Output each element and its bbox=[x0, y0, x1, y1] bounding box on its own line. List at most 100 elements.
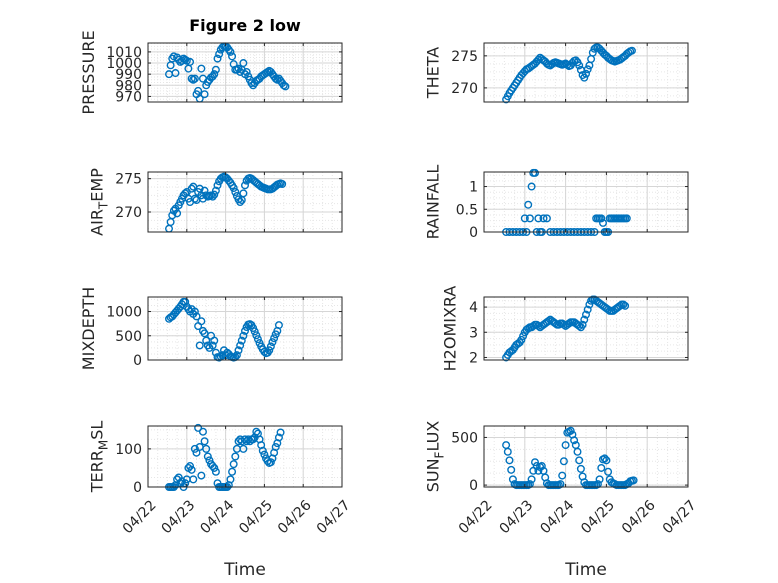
y-tick-label: 980 bbox=[115, 78, 142, 94]
data-point bbox=[503, 447, 512, 456]
data-point bbox=[582, 310, 591, 319]
y-tick-label: 0 bbox=[469, 478, 478, 494]
y-axis-label: THETA bbox=[424, 47, 443, 99]
data-point bbox=[208, 341, 217, 350]
data-point bbox=[190, 307, 199, 316]
data-point bbox=[190, 74, 199, 83]
data-point bbox=[236, 341, 245, 350]
data-point bbox=[583, 305, 592, 314]
data-point bbox=[278, 179, 287, 188]
x-axis-label: Time bbox=[564, 560, 607, 580]
y-tick-label: 500 bbox=[115, 329, 142, 345]
data-point bbox=[229, 183, 238, 192]
data-point bbox=[187, 184, 196, 193]
data-point bbox=[240, 326, 249, 335]
data-point bbox=[570, 436, 579, 445]
data-point bbox=[519, 332, 528, 341]
y-tick-label: 970 bbox=[115, 89, 142, 105]
data-point bbox=[505, 456, 514, 465]
data-point bbox=[202, 444, 211, 453]
data-point bbox=[242, 67, 251, 76]
data-point bbox=[186, 462, 195, 471]
data-point bbox=[229, 460, 238, 469]
data-point bbox=[534, 214, 543, 223]
data-point bbox=[270, 334, 279, 343]
data-point bbox=[266, 342, 275, 351]
data-point bbox=[211, 65, 220, 74]
y-tick-label: 275 bbox=[115, 172, 142, 188]
data-point bbox=[200, 186, 209, 195]
data-point bbox=[187, 465, 196, 474]
data-point bbox=[192, 448, 201, 457]
data-point bbox=[171, 69, 180, 78]
data-point bbox=[604, 467, 613, 476]
data-point bbox=[561, 441, 570, 450]
data-point bbox=[629, 476, 638, 485]
data-point bbox=[239, 59, 248, 68]
data-point bbox=[202, 336, 211, 345]
data-point bbox=[211, 467, 220, 476]
subplot-sun: 500 0 04/22 04/23 04/24 04/25 04/26 04/27 SUNFLU… bbox=[424, 421, 700, 580]
axes-box bbox=[483, 425, 689, 488]
data-point bbox=[240, 181, 249, 190]
data-point bbox=[187, 74, 196, 83]
data-point bbox=[622, 214, 631, 223]
data-point bbox=[181, 479, 190, 488]
y-tick-label: 275 bbox=[451, 49, 478, 65]
data-point bbox=[260, 450, 269, 459]
data-point bbox=[263, 67, 272, 76]
data-point bbox=[578, 320, 587, 329]
data-point bbox=[208, 462, 217, 471]
data-point bbox=[265, 346, 274, 355]
x-axis-label: Time bbox=[223, 560, 266, 580]
data-point bbox=[173, 209, 182, 218]
data-point bbox=[181, 55, 190, 64]
y-tick-label: 1010 bbox=[106, 45, 142, 61]
data-point bbox=[194, 86, 203, 95]
data-point bbox=[197, 471, 206, 480]
data-point bbox=[563, 60, 572, 69]
data-point bbox=[168, 211, 177, 220]
data-point bbox=[580, 73, 589, 82]
data-point bbox=[207, 191, 216, 200]
data-point bbox=[525, 214, 534, 223]
subplot-h2omixra: 4 3 2 H2OMIXRA bbox=[441, 286, 689, 371]
data-point bbox=[542, 214, 551, 223]
data-point bbox=[189, 75, 198, 84]
axes-box bbox=[147, 425, 343, 488]
y-tick-label: 100 bbox=[115, 442, 142, 458]
data-point bbox=[190, 194, 199, 203]
y-tick-label: 0 bbox=[469, 225, 478, 241]
data-point bbox=[527, 182, 536, 191]
data-point bbox=[576, 464, 585, 473]
data-point bbox=[597, 214, 606, 223]
axes-box bbox=[147, 296, 343, 361]
data-point bbox=[192, 312, 201, 321]
data-point bbox=[619, 300, 628, 309]
y-axis-label: MIXDEPTH bbox=[79, 287, 98, 370]
data-point bbox=[575, 456, 584, 465]
data-point bbox=[228, 467, 237, 476]
data-point bbox=[279, 81, 288, 90]
data-point bbox=[236, 197, 245, 206]
data-point bbox=[580, 315, 589, 324]
data-point bbox=[508, 475, 517, 484]
y-axis-label: SUNFLUX bbox=[424, 421, 447, 493]
data-point bbox=[189, 475, 198, 484]
y-tick-label: 500 bbox=[451, 430, 478, 446]
y-tick-label: 0 bbox=[133, 353, 142, 369]
chart-title: Figure 2 low bbox=[189, 16, 301, 35]
data-point bbox=[600, 454, 609, 463]
data-point bbox=[524, 200, 533, 209]
y-tick-label: 3 bbox=[469, 325, 478, 341]
data-point bbox=[534, 321, 543, 330]
data-point bbox=[226, 47, 235, 56]
x-tick-label: 04/24 bbox=[197, 497, 237, 537]
y-tick-label: 1000 bbox=[106, 56, 142, 72]
y-tick-label: 0.5 bbox=[456, 202, 478, 218]
data-point bbox=[559, 320, 568, 329]
data-point bbox=[266, 458, 275, 467]
